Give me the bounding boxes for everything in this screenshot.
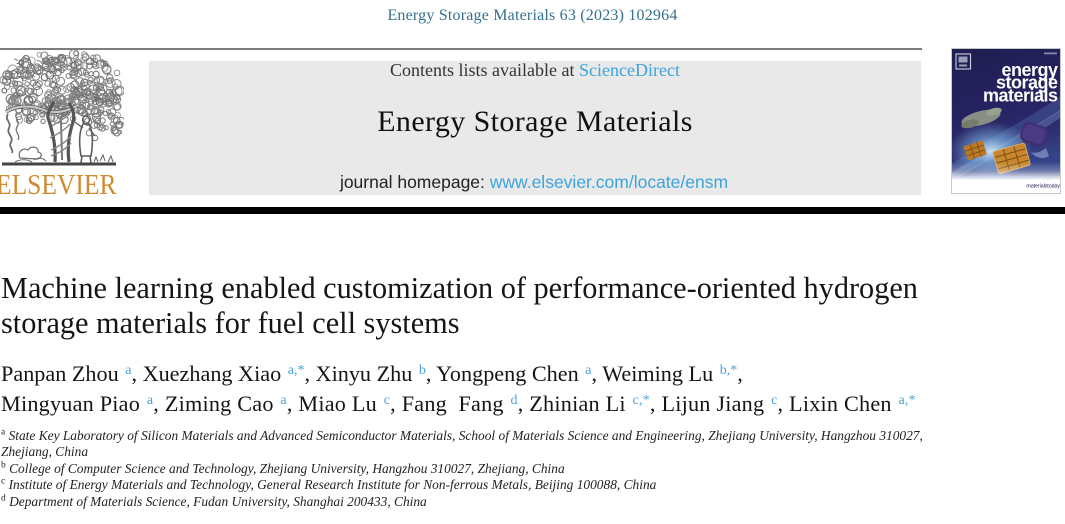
svg-text:materialstoday: materialstoday (1026, 184, 1060, 190)
svg-text:energy: energy (1001, 60, 1058, 80)
svg-text:storage: storage (996, 73, 1058, 93)
svg-text:materials: materials (983, 85, 1058, 105)
